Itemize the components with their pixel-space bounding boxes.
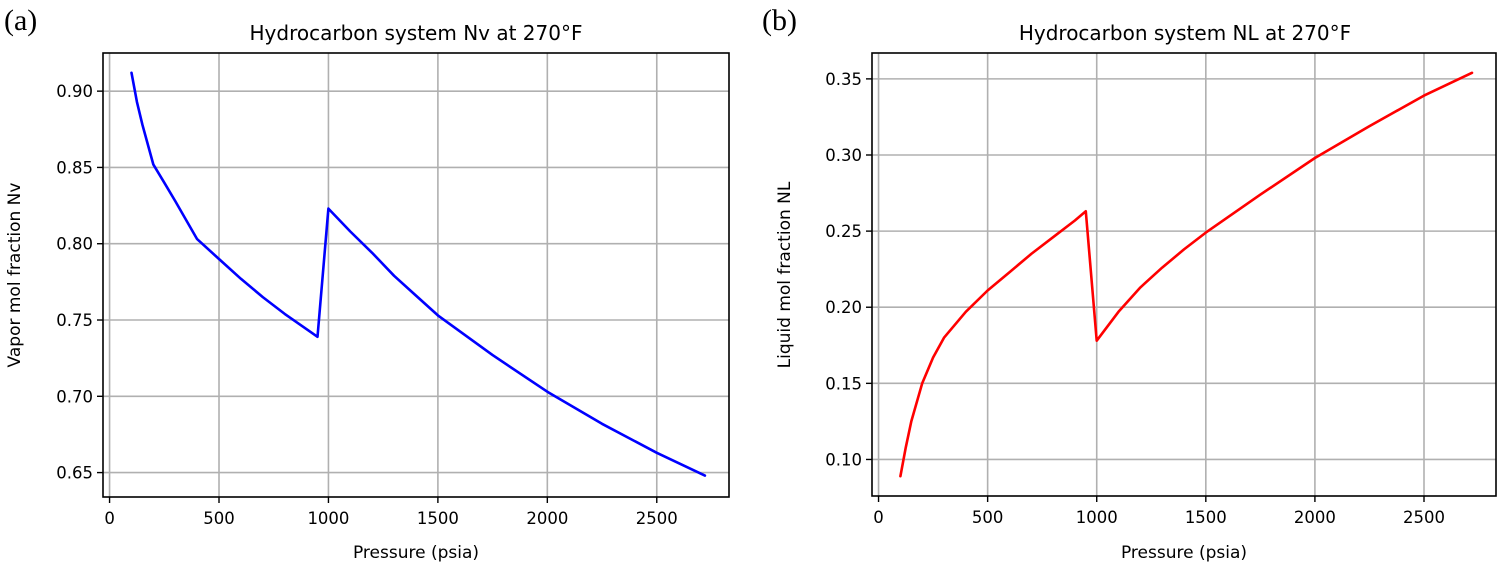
chart-title-a: Hydrocarbon system Nv at 270°F <box>250 21 583 45</box>
panel-a: (a) Hydrocarbon system Nv at 270°F 0 500 1… <box>4 4 730 563</box>
y-axis-label-a: Vapor mol fraction Nv <box>5 183 25 368</box>
x-tick-label: 0 <box>104 509 115 528</box>
x-tick-label: 1500 <box>1185 508 1227 527</box>
x-tick-label: 1000 <box>1076 508 1118 527</box>
y-tick-label: 0.90 <box>56 82 93 101</box>
panel-label-b: (b) <box>762 4 797 37</box>
x-tick-label: 0 <box>873 508 884 527</box>
y-axis-label-b: Liquid mol fraction NL <box>775 181 795 368</box>
y-tick-label: 0.25 <box>825 222 862 241</box>
plot-area-b <box>899 71 1474 478</box>
y-tick-label: 0.75 <box>56 311 93 330</box>
x-tick-label: 2500 <box>636 509 678 528</box>
y-axis-b: 0.10 0.15 0.20 0.25 0.30 0.35 <box>825 70 872 469</box>
grid-b <box>872 53 1496 496</box>
panel-label-a: (a) <box>4 4 37 37</box>
y-tick-label: 0.20 <box>825 298 862 317</box>
y-tick-label: 0.85 <box>56 158 93 177</box>
x-axis-b: 0 500 1000 1500 2000 2500 <box>873 496 1445 527</box>
x-tick-label: 2500 <box>1403 508 1445 527</box>
chart-title-b: Hydrocarbon system NL at 270°F <box>1019 21 1351 45</box>
y-tick-label: 0.65 <box>56 464 93 483</box>
x-tick-label: 500 <box>972 508 1004 527</box>
x-tick-label: 500 <box>203 509 235 528</box>
x-axis-label-b: Pressure (psia) <box>1121 543 1247 563</box>
grid-a <box>103 53 729 497</box>
x-tick-label: 1000 <box>307 509 349 528</box>
y-tick-label: 0.30 <box>825 146 862 165</box>
series-line-nl-b <box>899 71 1474 478</box>
y-tick-label: 0.15 <box>825 374 862 393</box>
axes-frame-a <box>102 52 730 498</box>
panel-b: (b) Hydrocarbon system NL at 270°F 0 500 1… <box>762 4 1497 563</box>
y-tick-label: 0.35 <box>825 70 862 89</box>
x-axis-label-a: Pressure (psia) <box>353 543 479 563</box>
x-axis-a: 0 500 1000 1500 2000 2500 <box>104 497 678 528</box>
axes-frame-b <box>871 52 1497 497</box>
x-tick-label: 2000 <box>526 509 568 528</box>
y-tick-label: 0.10 <box>825 450 862 469</box>
x-tick-label: 2000 <box>1294 508 1336 527</box>
series-line-nv-a <box>130 71 707 477</box>
y-tick-label: 0.80 <box>56 235 93 254</box>
x-tick-label: 1500 <box>417 509 459 528</box>
y-axis-a: 0.65 0.70 0.75 0.80 0.85 0.90 <box>56 82 103 483</box>
plot-area-a <box>130 71 707 477</box>
y-tick-label: 0.70 <box>56 387 93 406</box>
